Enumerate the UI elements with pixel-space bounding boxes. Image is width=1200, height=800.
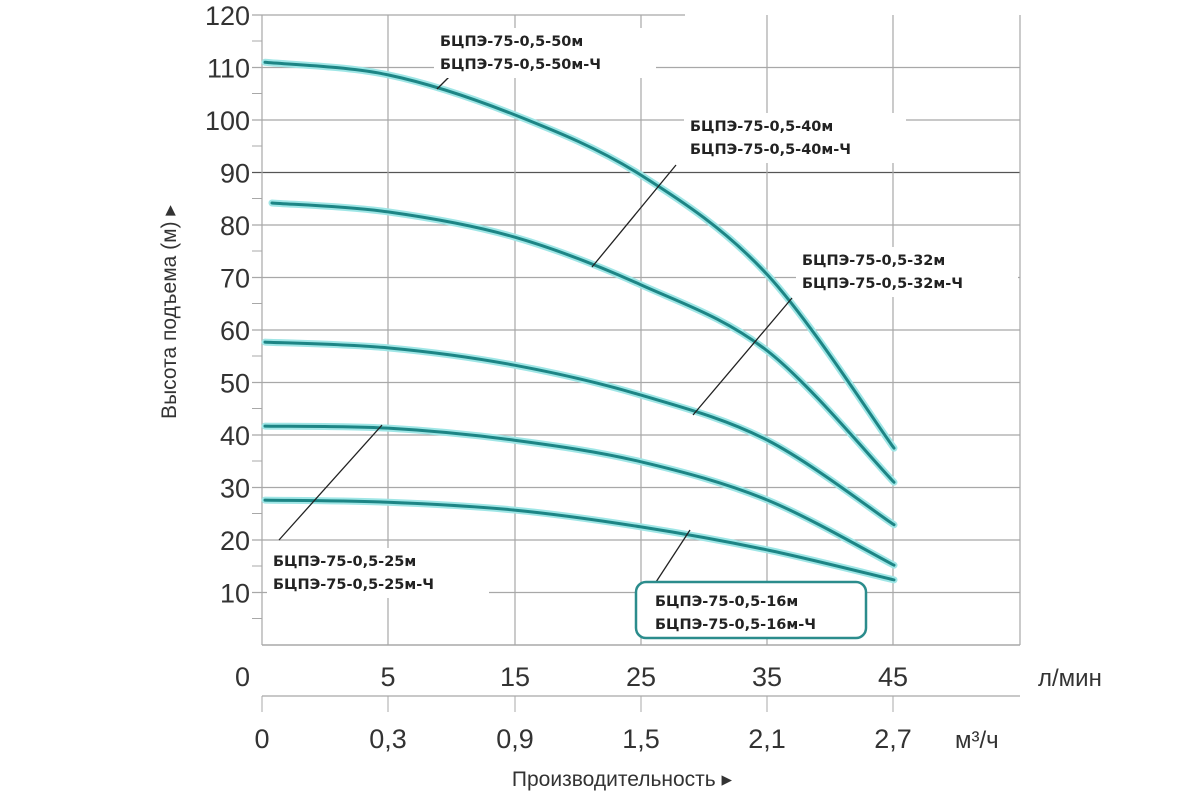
y-tick-label: 50 — [220, 369, 250, 399]
curve-БЦПЭ-75-0,5-50м — [263, 60, 896, 450]
x-tick-label-m3h: 0 — [254, 724, 269, 754]
curve-label: БЦПЭ-75-0,5-32м — [802, 253, 945, 269]
y-tick-label: 20 — [220, 526, 250, 556]
curve-label-2: БЦПЭ-75-0,5-50м-Ч — [440, 57, 601, 73]
x-tick-label-lmin: 25 — [626, 662, 656, 692]
x-tick-label-m3h: 1,5 — [622, 724, 660, 754]
curve-glow — [261, 338, 898, 529]
y-axis-title: Высота подъема (м) ▸ — [158, 205, 181, 419]
curve-БЦПЭ-75-0,5-40м — [270, 201, 896, 484]
curve-glow — [261, 422, 898, 569]
label-box — [634, 580, 868, 640]
curve-БЦПЭ-75-0,5-25м — [263, 424, 896, 567]
y-tick-label: 120 — [205, 1, 250, 31]
y-tick-label: 10 — [220, 579, 250, 609]
y-tick-label: 40 — [220, 421, 250, 451]
y-tick-label: 80 — [220, 211, 250, 241]
y-tick-label: 0 — [235, 662, 250, 692]
y-tick-label: 60 — [220, 316, 250, 346]
label-bg — [796, 247, 1018, 297]
x-unit-m3h: м³/ч — [955, 727, 999, 754]
curve-glow — [268, 199, 898, 486]
x-tick-label-m3h: 0,9 — [496, 724, 534, 754]
y-tick-label: 110 — [207, 54, 250, 84]
y-tick-label: 100 — [205, 106, 250, 136]
label-bg — [434, 28, 656, 78]
label-bg — [684, 113, 906, 163]
curve-БЦПЭ-75-0,5-32м — [263, 340, 896, 527]
y-tick-label: 30 — [220, 474, 250, 504]
curves — [261, 58, 898, 584]
x-axis-title: Производительность ▸ — [512, 768, 733, 791]
label-bg — [267, 548, 489, 598]
x-tick-label-lmin: 45 — [878, 662, 908, 692]
x-unit-lmin: л/мин — [1038, 665, 1102, 692]
curve-БЦПЭ-75-0,5-16м — [263, 498, 896, 582]
curve-label-2: БЦПЭ-75-0,5-16м-Ч — [655, 617, 816, 633]
x-tick-label-m3h: 0,3 — [369, 724, 407, 754]
x-tick-label-m3h: 2,1 — [748, 724, 786, 754]
x-tick-label-lmin: 15 — [500, 662, 530, 692]
curve-labels: БЦПЭ-75-0,5-50м БЦПЭ-75-0,5-50м-Ч БЦПЭ-75-… — [267, 28, 1018, 640]
curve-label-2: БЦПЭ-75-0,5-25м-Ч — [273, 577, 434, 593]
leader-line — [655, 529, 691, 583]
curve-label: БЦПЭ-75-0,5-40м — [690, 119, 833, 135]
curve-label-2: БЦПЭ-75-0,5-32м-Ч — [802, 276, 963, 292]
curve-label: БЦПЭ-75-0,5-50м — [440, 34, 583, 50]
y-tick-label: 90 — [220, 159, 250, 189]
leader-line — [278, 424, 383, 541]
leader-line — [692, 297, 793, 416]
x-tick-label-lmin: 5 — [380, 662, 395, 692]
x-tick-label-lmin: 35 — [752, 662, 782, 692]
y-tick-label: 70 — [220, 264, 250, 294]
x-tick-label-m3h: 2,7 — [874, 724, 912, 754]
curve-label: БЦПЭ-75-0,5-25м — [273, 554, 416, 570]
grid — [252, 14, 1021, 646]
curve-label: БЦПЭ-75-0,5-16м — [655, 594, 798, 610]
curve-label-2: БЦПЭ-75-0,5-40м-Ч — [690, 142, 851, 158]
leader-line — [591, 164, 677, 268]
